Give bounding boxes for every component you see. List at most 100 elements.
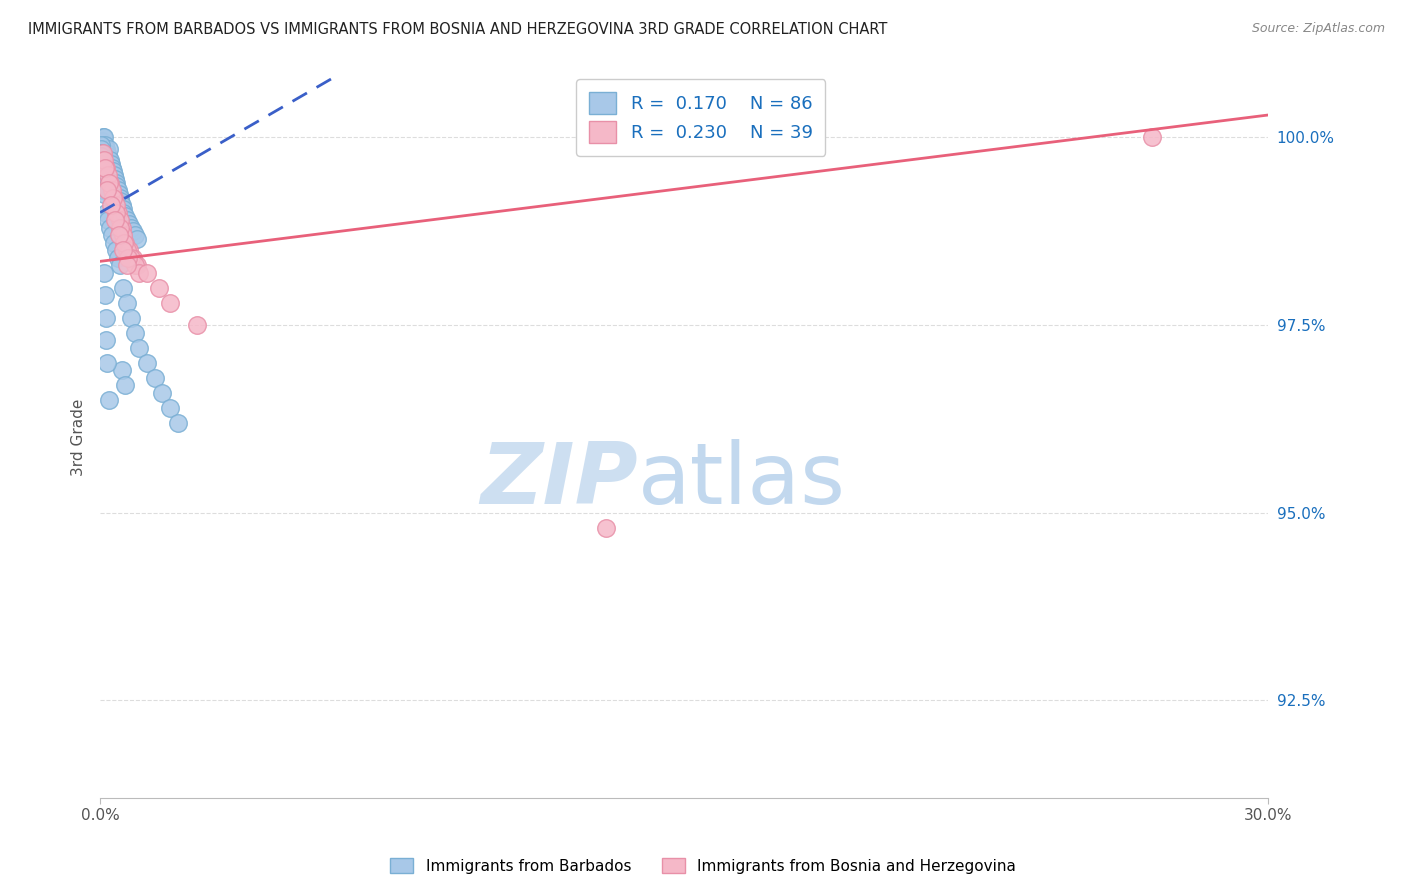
Text: ZIP: ZIP [479, 440, 637, 523]
Point [91, 153, 114, 167]
Point [90, 145, 112, 160]
Point [114, 235, 136, 250]
Point [128, 266, 150, 280]
Point [159, 295, 181, 310]
Point [117, 213, 139, 227]
Y-axis label: 3rd Grade: 3rd Grade [72, 399, 86, 476]
Point [107, 251, 129, 265]
Point [91, 168, 114, 182]
Point [94, 142, 117, 156]
Point [90, 138, 112, 153]
Point [94, 310, 117, 325]
Point [93, 153, 115, 167]
Point [107, 183, 129, 197]
Point [91, 171, 114, 186]
Text: Source: ZipAtlas.com: Source: ZipAtlas.com [1251, 22, 1385, 36]
Point [101, 190, 124, 204]
Point [89, 145, 111, 160]
Point [111, 202, 134, 216]
Point [93, 186, 115, 201]
Point [94, 161, 117, 175]
Point [120, 251, 142, 265]
Point [101, 164, 124, 178]
Point [100, 198, 122, 212]
Point [110, 198, 132, 212]
Point [93, 179, 115, 194]
Point [97, 176, 120, 190]
Point [118, 243, 141, 257]
Point [96, 145, 118, 160]
Point [94, 138, 117, 153]
Point [105, 179, 128, 194]
Point [94, 161, 117, 175]
Point [90, 161, 112, 175]
Point [93, 266, 115, 280]
Point [110, 363, 132, 377]
Point [104, 198, 127, 212]
Point [101, 161, 124, 175]
Point [128, 341, 150, 355]
Point [91, 164, 114, 178]
Point [96, 183, 118, 197]
Point [135, 266, 157, 280]
Point [90, 164, 112, 178]
Point [101, 228, 124, 243]
Point [104, 243, 127, 257]
Point [152, 385, 174, 400]
Point [90, 157, 112, 171]
Point [1140, 130, 1163, 145]
Point [114, 210, 136, 224]
Point [89, 153, 111, 167]
Point [91, 134, 114, 148]
Point [103, 190, 125, 204]
Point [94, 205, 117, 219]
Point [108, 228, 131, 243]
Point [117, 251, 139, 265]
Point [124, 258, 146, 272]
Point [595, 521, 617, 535]
Point [91, 157, 114, 171]
Point [91, 161, 114, 175]
Point [104, 176, 127, 190]
Point [96, 356, 118, 370]
Point [89, 157, 111, 171]
Point [143, 370, 166, 384]
Point [93, 130, 115, 145]
Legend: Immigrants from Barbados, Immigrants from Bosnia and Herzegovina: Immigrants from Barbados, Immigrants fro… [384, 852, 1022, 880]
Point [91, 130, 114, 145]
Point [117, 295, 139, 310]
Point [91, 161, 114, 175]
Point [97, 168, 120, 182]
Point [127, 258, 149, 272]
Point [98, 176, 121, 190]
Point [91, 149, 114, 163]
Point [186, 318, 208, 333]
Point [124, 228, 146, 243]
Point [122, 224, 145, 238]
Point [167, 416, 190, 430]
Point [93, 176, 115, 190]
Legend: R =  0.170    N = 86, R =  0.230    N = 39: R = 0.170 N = 86, R = 0.230 N = 39 [576, 79, 825, 156]
Point [98, 153, 121, 167]
Point [112, 228, 135, 243]
Point [94, 288, 117, 302]
Point [124, 326, 146, 340]
Point [103, 168, 125, 182]
Point [112, 205, 135, 219]
Point [110, 194, 132, 209]
Point [148, 280, 170, 294]
Point [93, 168, 115, 182]
Point [159, 401, 181, 415]
Point [104, 171, 127, 186]
Point [97, 142, 120, 156]
Point [111, 243, 134, 257]
Text: atlas: atlas [637, 440, 845, 523]
Point [96, 333, 118, 347]
Point [118, 217, 141, 231]
Point [117, 243, 139, 257]
Point [90, 168, 112, 182]
Point [100, 157, 122, 171]
Point [127, 232, 149, 246]
Point [105, 205, 128, 219]
Text: IMMIGRANTS FROM BARBADOS VS IMMIGRANTS FROM BOSNIA AND HERZEGOVINA 3RD GRADE COR: IMMIGRANTS FROM BARBADOS VS IMMIGRANTS F… [28, 22, 887, 37]
